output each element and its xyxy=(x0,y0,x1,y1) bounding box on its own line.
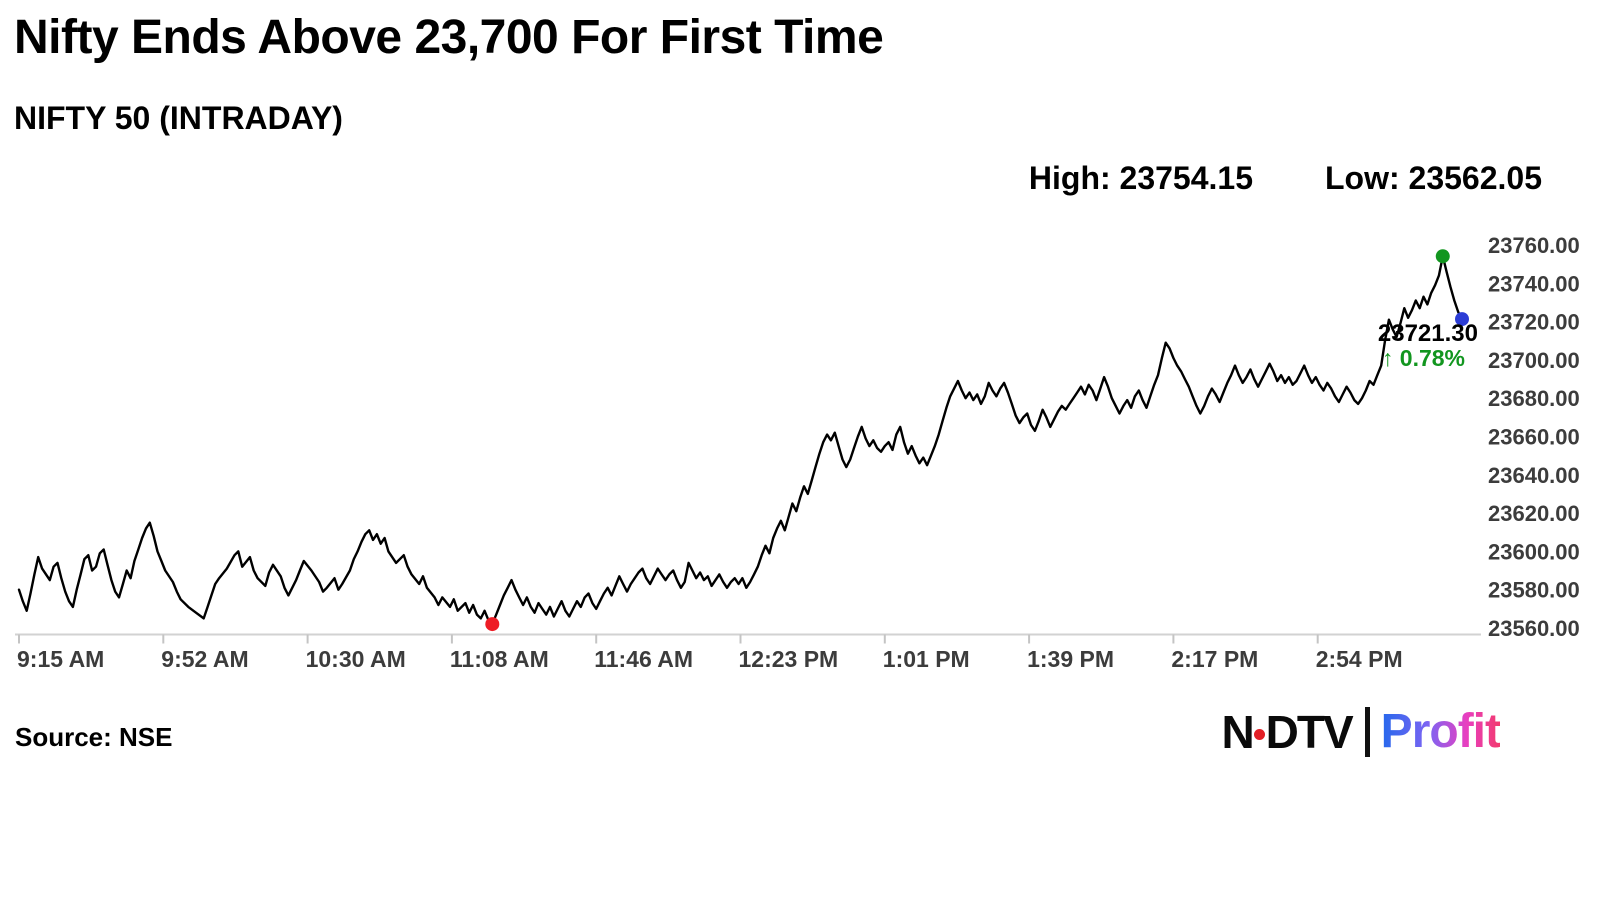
x-tick-label: 1:39 PM xyxy=(1027,646,1114,672)
x-tick-label: 11:46 AM xyxy=(594,646,693,672)
source-note: Source: NSE xyxy=(15,722,173,752)
y-tick-label: 23740.00 xyxy=(1488,271,1580,296)
y-tick-label: 23700.00 xyxy=(1488,348,1580,373)
x-tick-label: 9:15 AM xyxy=(17,646,104,672)
y-tick-label: 23720.00 xyxy=(1488,310,1580,335)
x-tick-label: 9:52 AM xyxy=(161,646,248,672)
low-stat: Low: 23562.05 xyxy=(1325,160,1542,197)
y-tick-label: 23640.00 xyxy=(1488,463,1580,488)
y-tick-label: 23560.00 xyxy=(1488,616,1580,641)
high-low-row: High: 23754.15 Low: 23562.05 xyxy=(1029,160,1542,197)
price-line xyxy=(17,255,1464,626)
ndtv-profit-logo: N DTV Profit xyxy=(1221,704,1501,759)
x-tick-label: 12:23 PM xyxy=(739,646,839,672)
y-tick-label: 23620.00 xyxy=(1488,501,1580,526)
high-marker xyxy=(1435,249,1450,264)
last-price-annotation: 23721.30 ↑ 0.78% xyxy=(1378,321,1478,371)
y-tick-label: 23600.00 xyxy=(1488,539,1580,564)
low-value: 23562.05 xyxy=(1408,160,1542,196)
up-arrow-icon: ↑ xyxy=(1381,345,1394,371)
ndtv-red-dot-icon xyxy=(1253,729,1265,740)
y-tick-label: 23760.00 xyxy=(1488,233,1580,258)
x-tick-label: 10:30 AM xyxy=(306,646,406,672)
ndtv-letters-dtv: DTV xyxy=(1265,705,1354,758)
high-stat: High: 23754.15 xyxy=(1029,160,1253,197)
change-percent: 0.78% xyxy=(1399,345,1465,371)
y-tick-label: 23680.00 xyxy=(1488,386,1580,411)
chart-subtitle: NIFTY 50 (INTRADAY) xyxy=(14,100,343,136)
low-label: Low: xyxy=(1325,160,1400,196)
high-label: High: xyxy=(1028,160,1111,196)
logo-divider xyxy=(1364,706,1370,757)
close-marker xyxy=(1455,312,1469,327)
x-tick-label: 1:01 PM xyxy=(883,646,970,672)
y-tick-label: 23580.00 xyxy=(1488,578,1580,603)
x-tick-label: 11:08 AM xyxy=(450,646,549,672)
x-tick-label: 2:54 PM xyxy=(1316,646,1403,672)
page-title: Nifty Ends Above 23,700 For First Time xyxy=(14,11,884,64)
last-price: 23721.30 xyxy=(1377,320,1478,347)
y-tick-label: 23660.00 xyxy=(1488,425,1580,450)
change-row: ↑ 0.78% xyxy=(1378,346,1478,371)
high-value: 23754.15 xyxy=(1119,160,1253,196)
x-tick-label: 2:17 PM xyxy=(1171,646,1258,672)
low-marker xyxy=(485,617,500,632)
profit-wordmark: Profit xyxy=(1380,705,1501,758)
ndtv-wordmark: N DTV xyxy=(1221,705,1354,759)
ndtv-letter-n: N xyxy=(1221,705,1254,758)
